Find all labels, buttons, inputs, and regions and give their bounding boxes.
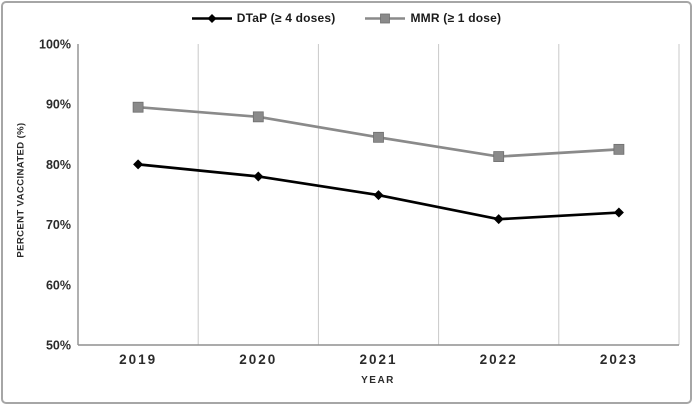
y-tick-label: 50% xyxy=(46,339,71,353)
data-point-diamond xyxy=(613,207,624,218)
legend-item-mmr: MMR (≥ 1 dose) xyxy=(365,11,501,25)
x-tick-label: 2023 xyxy=(600,352,638,367)
data-point-square xyxy=(252,111,264,123)
legend-item-dtap: DTaP (≥ 4 doses) xyxy=(191,11,336,25)
y-tick-label: 80% xyxy=(46,158,71,172)
data-point-square xyxy=(132,101,144,113)
legend-diamond-marker xyxy=(207,13,217,23)
series-line xyxy=(137,105,619,158)
y-axis-title: PERCENT VACCINATED (%) xyxy=(15,122,27,258)
x-tick-label: 2021 xyxy=(359,352,397,367)
y-tick-label: 100% xyxy=(39,38,71,52)
data-point-diamond xyxy=(373,190,384,201)
legend-square-marker xyxy=(380,13,391,23)
mmr-line-marker-icon xyxy=(365,13,406,23)
y-tick-label: 70% xyxy=(46,218,71,232)
y-tick-label: 90% xyxy=(46,98,71,112)
data-point-diamond xyxy=(253,171,264,182)
x-tick-label: 2019 xyxy=(119,352,157,367)
data-point-square xyxy=(373,131,384,143)
legend-label-dtap: DTaP (≥ 4 doses) xyxy=(236,11,336,25)
y-tick-label: 60% xyxy=(46,278,71,292)
legend-label-mmr: MMR (≥ 1 dose) xyxy=(410,11,502,25)
chart-plot-area: 50% 60% 70% 80% 90% 100% 2019 2020 2021 2022 2023 xyxy=(39,38,680,367)
data-point-square xyxy=(493,151,505,162)
chart-legend: DTaP (≥ 4 doses) MMR (≥ 1 dose) xyxy=(3,11,690,25)
x-tick-label: 2022 xyxy=(480,352,518,367)
dtap-line-marker-icon xyxy=(191,13,232,23)
data-point-diamond xyxy=(493,214,504,225)
x-axis-title: YEAR xyxy=(361,375,395,386)
data-point-square xyxy=(613,143,625,155)
x-tick-label: 2020 xyxy=(239,352,277,367)
data-point-diamond xyxy=(133,159,144,170)
